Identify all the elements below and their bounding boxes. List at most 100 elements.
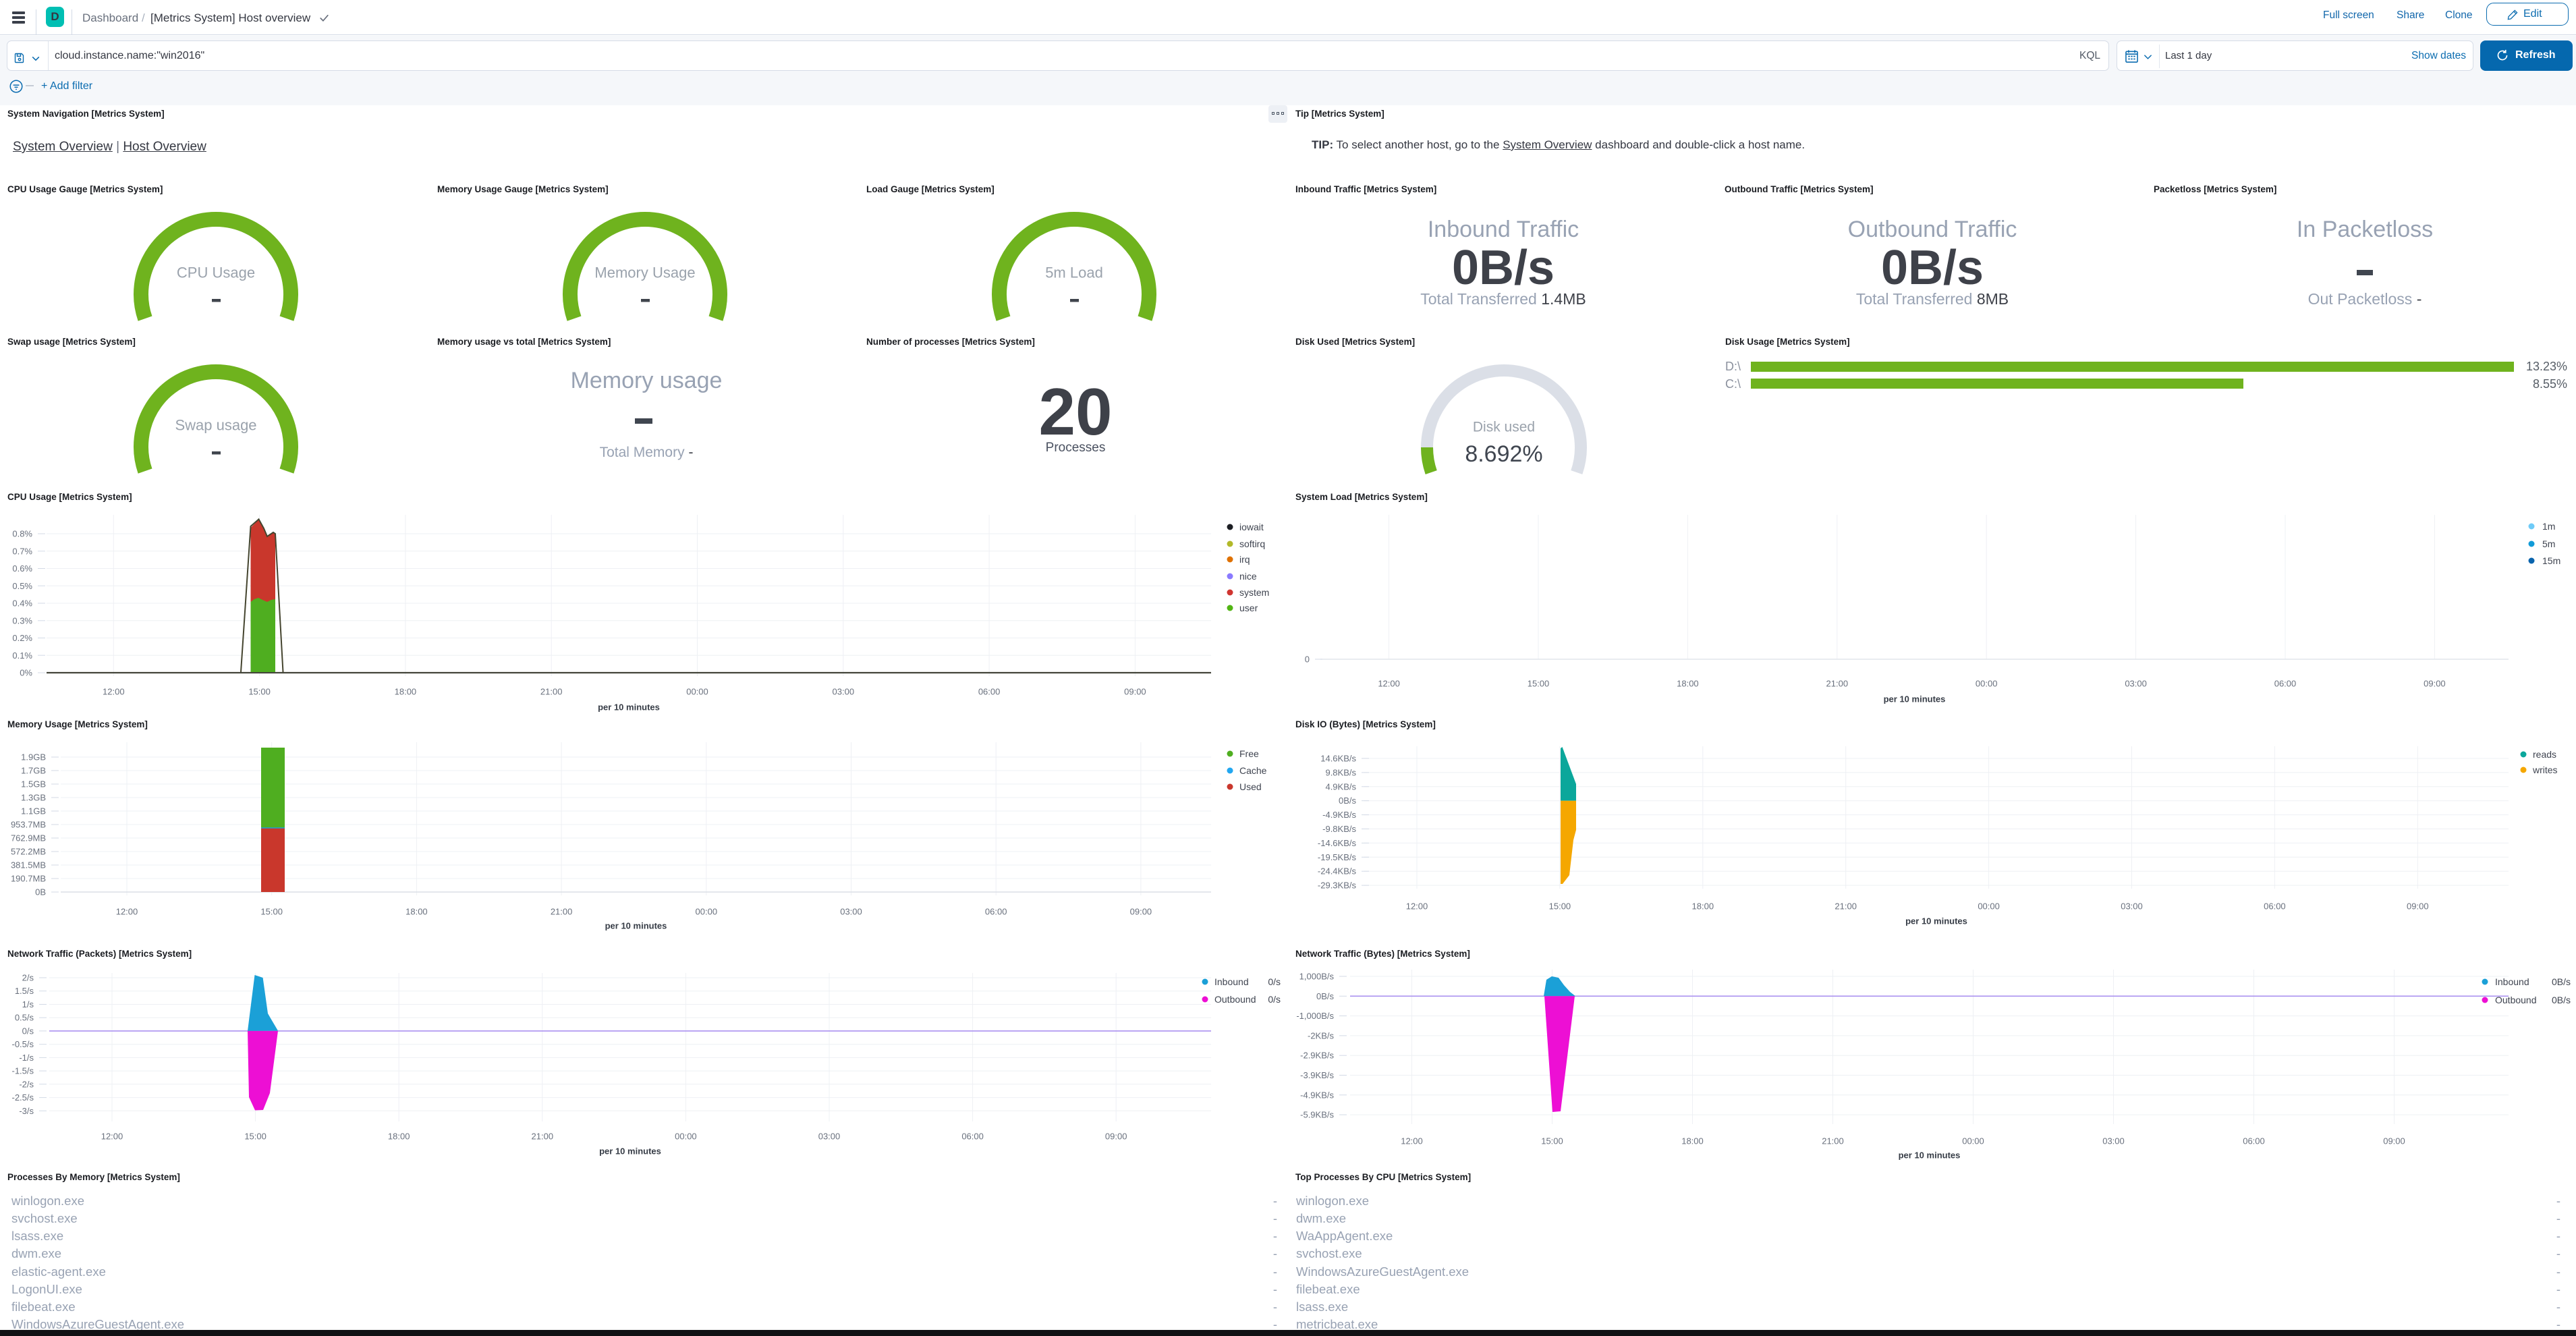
svg-text:-14.6KB/s: -14.6KB/s [1318, 838, 1357, 848]
svg-text:03:00: 03:00 [818, 1132, 841, 1142]
svg-text:0B/s: 0B/s [1316, 991, 1335, 1001]
svg-text:Disk used: Disk used [1473, 420, 1535, 435]
svg-text:21:00: 21:00 [551, 907, 573, 917]
svg-text:Memory Usage: Memory Usage [594, 265, 695, 281]
svg-text:15:00: 15:00 [244, 1132, 267, 1142]
svg-text:per 10 minutes: per 10 minutes [599, 1146, 661, 1157]
svg-text:-2.5/s: -2.5/s [11, 1092, 34, 1103]
svg-text:06:00: 06:00 [2264, 901, 2286, 912]
svg-text:-19.5KB/s: -19.5KB/s [1318, 852, 1357, 862]
svg-text:0B/s: 0B/s [1339, 796, 1357, 806]
svg-text:0.5/s: 0.5/s [15, 1013, 34, 1023]
svg-text:15:00: 15:00 [260, 907, 283, 917]
svg-text:5m: 5m [2542, 538, 2555, 549]
svg-text:12:00: 12:00 [116, 907, 138, 917]
svg-text:00:00: 00:00 [1962, 1136, 1984, 1146]
svg-text:-24.4KB/s: -24.4KB/s [1318, 866, 1357, 876]
svg-text:06:00: 06:00 [961, 1132, 984, 1142]
svg-text:user: user [1239, 603, 1258, 613]
svg-text:Cache: Cache [1239, 765, 1267, 776]
svg-text:03:00: 03:00 [2121, 901, 2143, 912]
svg-text:8.55%: 8.55% [2533, 377, 2567, 391]
svg-text:1.3GB: 1.3GB [21, 793, 46, 803]
svg-text:00:00: 00:00 [686, 687, 708, 697]
svg-text:21:00: 21:00 [1826, 679, 1849, 689]
svg-text:953.7MB: 953.7MB [11, 820, 46, 830]
svg-text:1,000B/s: 1,000B/s [1299, 972, 1335, 982]
svg-text:Free: Free [1239, 748, 1259, 759]
svg-text:per 10 minutes: per 10 minutes [1884, 694, 1946, 704]
svg-text:190.7MB: 190.7MB [11, 874, 46, 884]
svg-text:0B/s: 0B/s [2552, 976, 2571, 987]
svg-text:15m: 15m [2542, 555, 2560, 566]
svg-text:-2.9KB/s: -2.9KB/s [1300, 1051, 1334, 1061]
svg-text:0%: 0% [20, 668, 32, 678]
svg-text:0.2%: 0.2% [12, 633, 32, 643]
svg-text:-3.9KB/s: -3.9KB/s [1300, 1070, 1334, 1080]
svg-text:12:00: 12:00 [103, 687, 125, 697]
svg-text:-4.9KB/s: -4.9KB/s [1322, 810, 1356, 820]
svg-text:18:00: 18:00 [388, 1132, 410, 1142]
svg-text:Used: Used [1239, 781, 1262, 792]
svg-text:-2KB/s: -2KB/s [1308, 1030, 1335, 1040]
svg-text:12:00: 12:00 [101, 1132, 123, 1142]
svg-text:0/s: 0/s [1268, 994, 1281, 1005]
svg-text:18:00: 18:00 [1681, 1136, 1704, 1146]
svg-text:09:00: 09:00 [1130, 907, 1152, 917]
svg-text:Outbound: Outbound [2495, 995, 2537, 1005]
svg-text:-3/s: -3/s [19, 1106, 34, 1116]
svg-text:1.5/s: 1.5/s [15, 986, 34, 996]
svg-text:09:00: 09:00 [2383, 1136, 2405, 1146]
svg-text:irq: irq [1239, 554, 1250, 565]
svg-text:14.6KB/s: 14.6KB/s [1320, 754, 1356, 764]
svg-text:15:00: 15:00 [1528, 679, 1550, 689]
svg-text:03:00: 03:00 [2102, 1136, 2125, 1146]
svg-text:softirq: softirq [1239, 538, 1265, 549]
svg-text:0.5%: 0.5% [12, 581, 32, 591]
svg-text:1/s: 1/s [22, 999, 34, 1009]
svg-text:-4.9KB/s: -4.9KB/s [1300, 1090, 1334, 1100]
svg-text:12:00: 12:00 [1401, 1136, 1423, 1146]
svg-text:0.7%: 0.7% [12, 546, 32, 556]
svg-text:762.9MB: 762.9MB [11, 833, 46, 843]
svg-text:06:00: 06:00 [2243, 1136, 2265, 1146]
svg-text:reads: reads [2533, 749, 2556, 760]
svg-text:1.5GB: 1.5GB [21, 779, 46, 789]
svg-text:-9.8KB/s: -9.8KB/s [1322, 824, 1356, 834]
svg-text:09:00: 09:00 [1105, 1132, 1127, 1142]
svg-text:15:00: 15:00 [1541, 1136, 1563, 1146]
svg-text:nice: nice [1239, 571, 1257, 582]
svg-text:Inbound: Inbound [1214, 976, 1249, 987]
svg-text:D:\: D:\ [1725, 360, 1741, 373]
svg-text:18:00: 18:00 [405, 907, 428, 917]
svg-text:-1,000B/s: -1,000B/s [1296, 1011, 1334, 1021]
svg-text:21:00: 21:00 [532, 1132, 554, 1142]
svg-text:iowait: iowait [1239, 522, 1264, 532]
svg-text:-29.3KB/s: -29.3KB/s [1318, 881, 1357, 891]
svg-text:12:00: 12:00 [1406, 901, 1428, 912]
svg-text:15:00: 15:00 [248, 687, 271, 697]
svg-text:00:00: 00:00 [1978, 901, 2000, 912]
svg-text:572.2MB: 572.2MB [11, 847, 46, 857]
svg-text:00:00: 00:00 [696, 907, 718, 917]
svg-text:381.5MB: 381.5MB [11, 860, 46, 870]
svg-text:0/s: 0/s [1268, 976, 1281, 987]
svg-text:Inbound: Inbound [2495, 976, 2529, 987]
svg-text:system: system [1239, 587, 1269, 598]
svg-text:C:\: C:\ [1725, 377, 1741, 391]
svg-text:21:00: 21:00 [1835, 901, 1857, 912]
svg-text:21:00: 21:00 [1822, 1136, 1844, 1146]
svg-text:03:00: 03:00 [840, 907, 862, 917]
svg-text:4.9KB/s: 4.9KB/s [1325, 781, 1356, 791]
svg-text:2/s: 2/s [22, 973, 34, 983]
svg-text:0.4%: 0.4% [12, 599, 32, 609]
svg-text:12:00: 12:00 [1378, 679, 1400, 689]
svg-text:1.1GB: 1.1GB [21, 806, 46, 816]
svg-text:5m Load: 5m Load [1045, 265, 1103, 281]
svg-text:00:00: 00:00 [1976, 679, 1998, 689]
svg-text:09:00: 09:00 [2407, 901, 2429, 912]
svg-text:per 10 minutes: per 10 minutes [1905, 916, 1967, 926]
svg-text:0.3%: 0.3% [12, 615, 32, 625]
svg-text:0/s: 0/s [22, 1026, 34, 1036]
svg-text:-2/s: -2/s [19, 1079, 34, 1089]
